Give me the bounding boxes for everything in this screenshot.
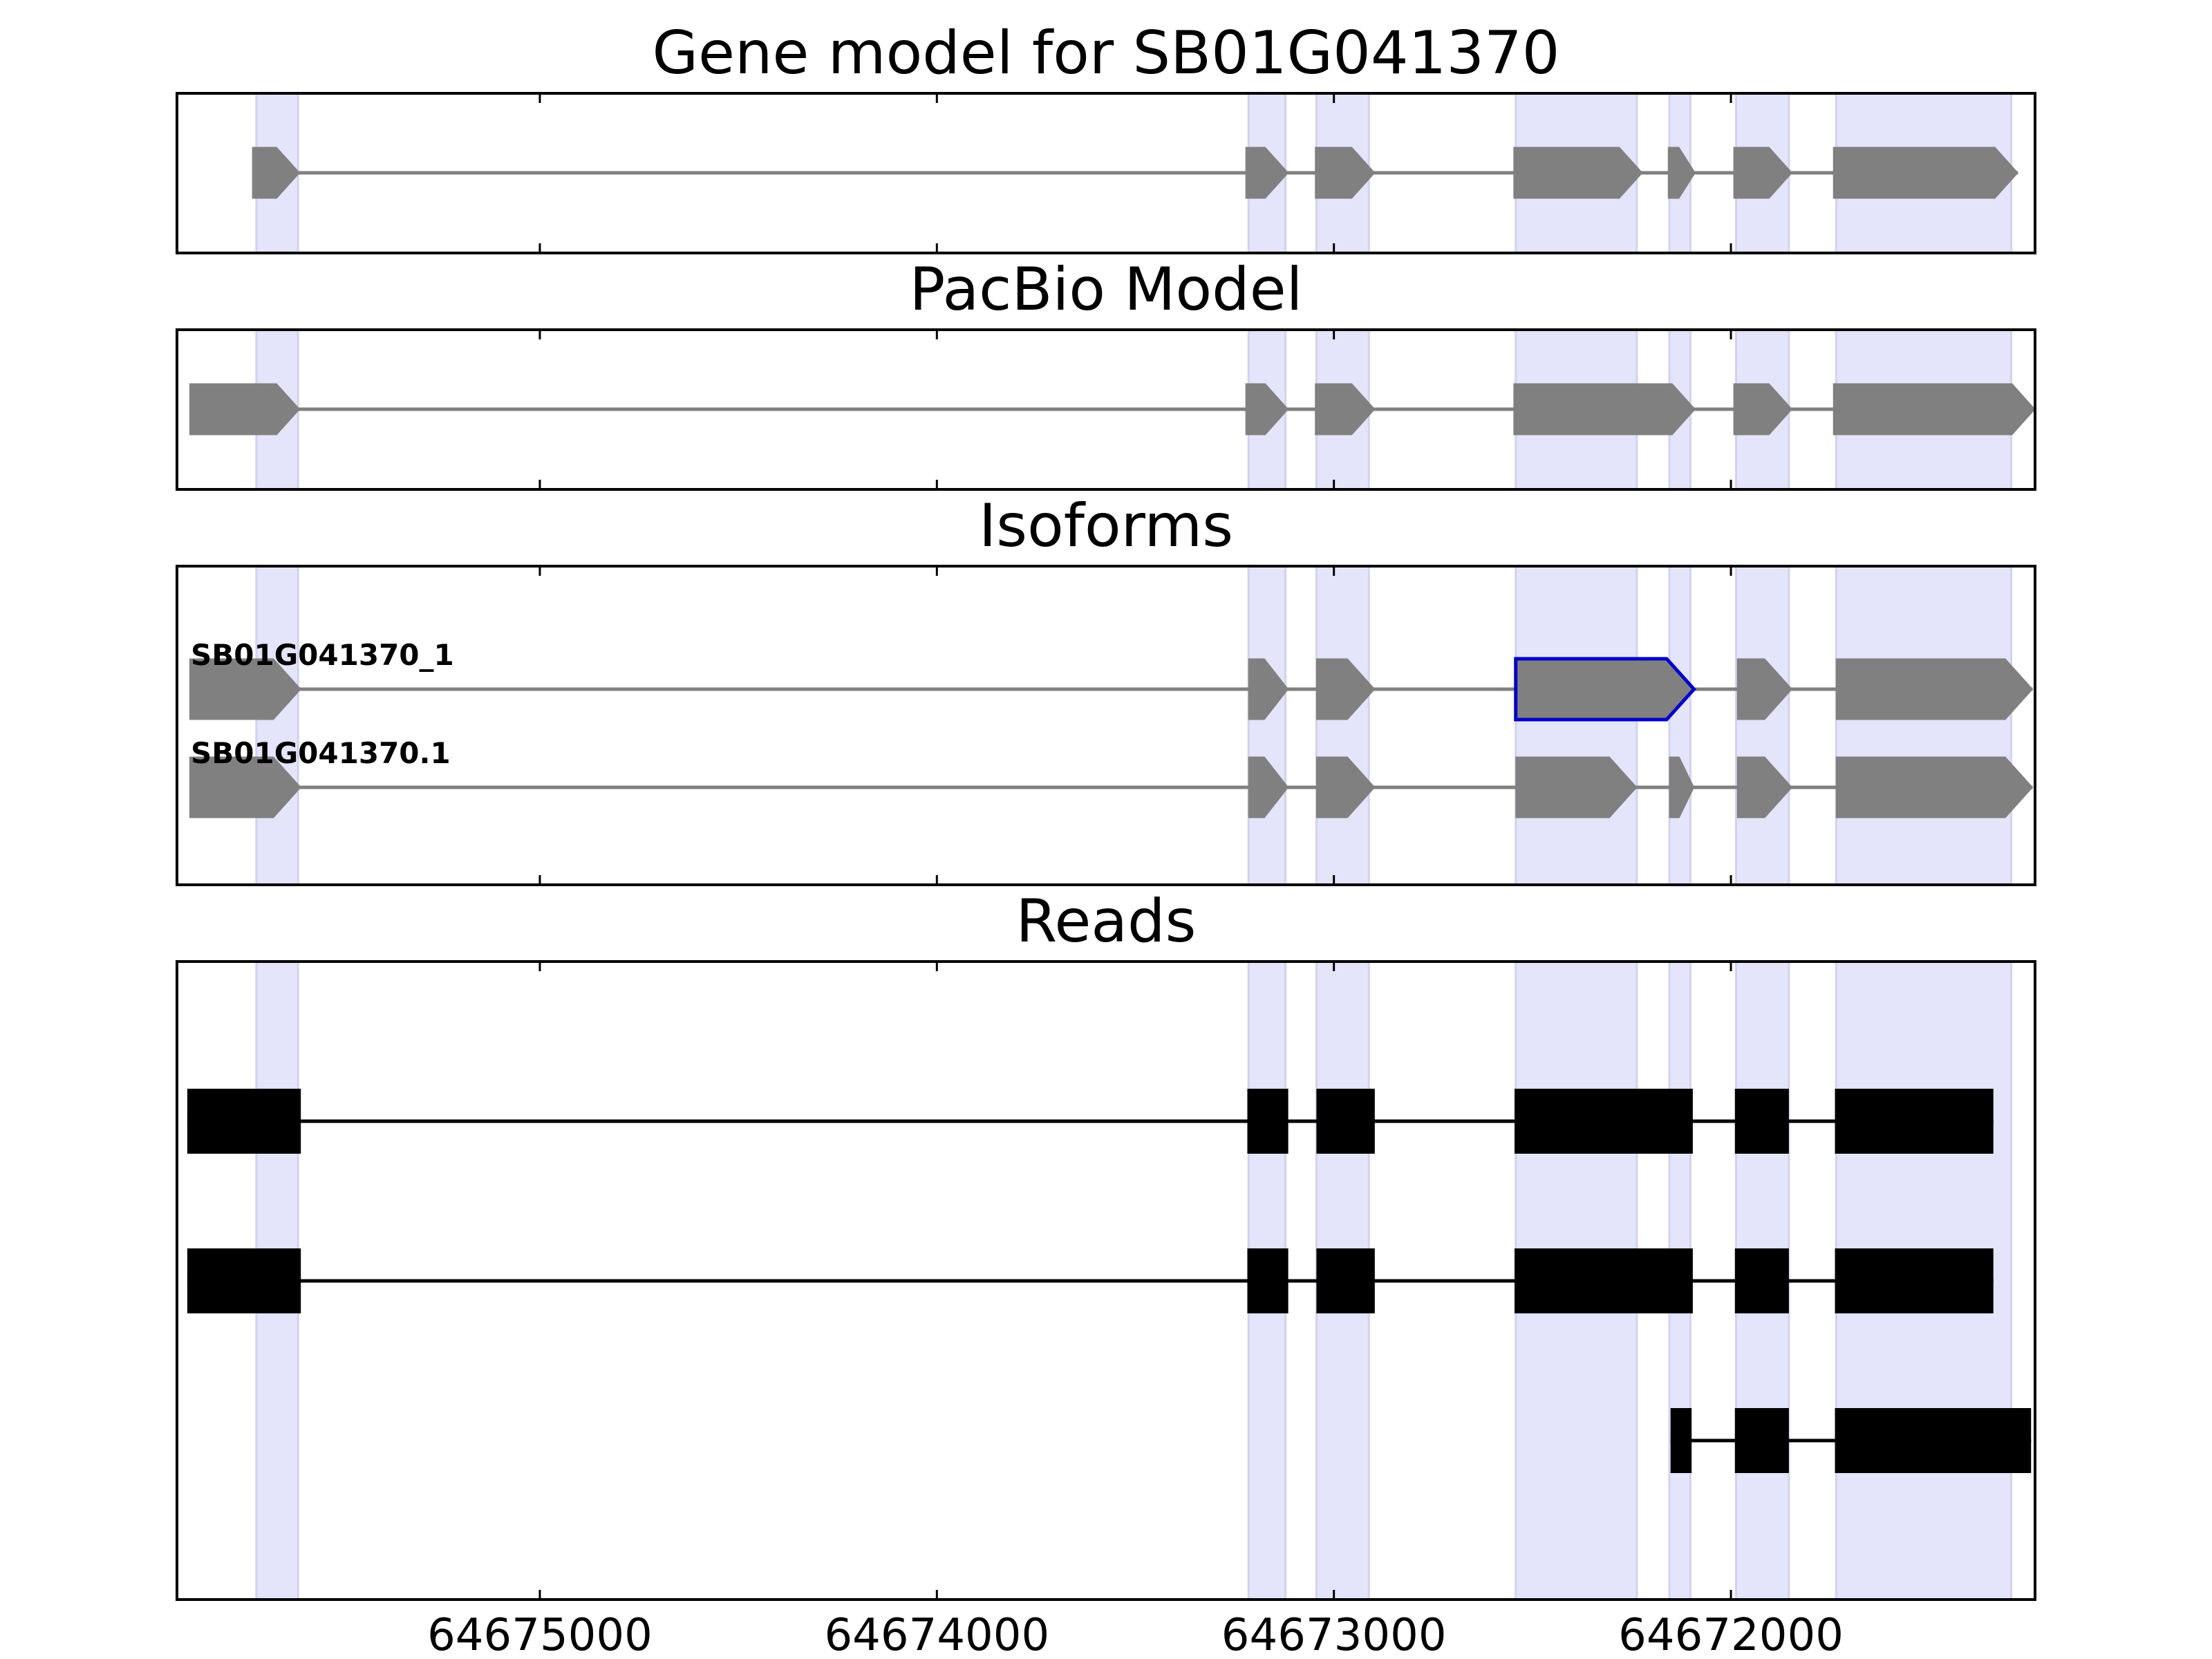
read-2-block bbox=[1835, 1248, 1994, 1313]
pacbio-model-panel bbox=[176, 328, 2036, 491]
isoform-1-exon bbox=[1315, 658, 1376, 720]
pacbio-model-exon bbox=[1245, 383, 1289, 435]
gene-model-exon bbox=[252, 147, 301, 199]
gene-model-exon bbox=[1833, 147, 2018, 199]
read-3-block bbox=[1835, 1408, 2032, 1473]
pacbio-model-title: PacBio Model bbox=[909, 255, 1302, 324]
isoforms-title: Isoforms bbox=[979, 491, 1233, 561]
highlight-band bbox=[1835, 565, 2013, 886]
pacbio-model-exon bbox=[189, 383, 301, 435]
isoform-2-exon bbox=[1248, 756, 1289, 818]
gene-model-exon bbox=[1245, 147, 1289, 199]
x-tick-label-2: 64674000 bbox=[824, 1610, 1049, 1659]
isoforms-panel: SB01G041370_1 SB01G041370.1 bbox=[176, 565, 2036, 886]
pacbio-model-exon bbox=[1833, 383, 2036, 435]
x-tick-label-1: 64675000 bbox=[427, 1610, 653, 1659]
isoform-2-exon bbox=[1669, 756, 1695, 818]
pacbio-model-frame bbox=[176, 328, 2036, 491]
isoform-1-exon bbox=[1248, 658, 1289, 720]
x-axis-tick-labels: 64675000 64674000 64673000 64672000 bbox=[427, 1610, 1844, 1659]
isoform-2-exon bbox=[1315, 756, 1376, 818]
read-1-block bbox=[1316, 1089, 1375, 1154]
isoform-2-exon bbox=[1835, 756, 2034, 818]
isoform-1-exon bbox=[189, 658, 301, 720]
pacbio-model-exon bbox=[1733, 383, 1793, 435]
highlight-band bbox=[1668, 565, 1691, 886]
read-2-block bbox=[1734, 1248, 1789, 1313]
isoform-2-exon bbox=[1736, 756, 1793, 818]
read-1-block bbox=[187, 1089, 301, 1154]
highlight-band bbox=[255, 565, 299, 886]
read-1-block bbox=[1734, 1089, 1789, 1154]
gene-model-exon bbox=[1667, 147, 1696, 199]
gene-model-title: Gene model for SB01G041370 bbox=[653, 19, 1560, 88]
isoforms-frame bbox=[176, 565, 2036, 886]
read-1-block bbox=[1247, 1089, 1288, 1154]
isoform-2-exon bbox=[189, 756, 301, 818]
gene-model-panel bbox=[176, 92, 2036, 254]
read-1-block bbox=[1835, 1089, 1994, 1154]
gene-model-frame bbox=[176, 92, 2036, 254]
pacbio-model-exon bbox=[1315, 383, 1376, 435]
gene-model-exon bbox=[1733, 147, 1793, 199]
gene-model-exon bbox=[1315, 147, 1376, 199]
pacbio-model-exon bbox=[1513, 383, 1696, 435]
read-3-block bbox=[1670, 1408, 1692, 1473]
highlight-band bbox=[1315, 565, 1370, 886]
read-2-block bbox=[187, 1248, 301, 1313]
isoform-2-exon bbox=[1515, 756, 1638, 818]
read-2-block bbox=[1515, 1248, 1693, 1313]
isoform-1-exon-selected bbox=[1514, 657, 1696, 722]
read-2-block bbox=[1247, 1248, 1288, 1313]
highlight-band bbox=[1247, 565, 1287, 886]
read-3-block bbox=[1734, 1408, 1789, 1473]
reads-title: Reads bbox=[1016, 887, 1197, 956]
reads-frame bbox=[176, 960, 2036, 1601]
highlight-band bbox=[1515, 565, 1638, 886]
highlight-band bbox=[1735, 565, 1790, 886]
x-tick-label-4: 64672000 bbox=[1618, 1610, 1844, 1659]
read-1-block bbox=[1515, 1089, 1693, 1154]
isoform-label-2: SB01G041370.1 bbox=[191, 736, 451, 770]
isoform-1-exon bbox=[1736, 658, 1793, 720]
x-tick-label-3: 64673000 bbox=[1221, 1610, 1447, 1659]
isoform-label-1: SB01G041370_1 bbox=[191, 638, 454, 672]
reads-panel bbox=[176, 960, 2036, 1601]
gene-model-exon bbox=[1513, 147, 1643, 199]
read-2-block bbox=[1316, 1248, 1375, 1313]
isoform-1-exon bbox=[1835, 658, 2034, 720]
